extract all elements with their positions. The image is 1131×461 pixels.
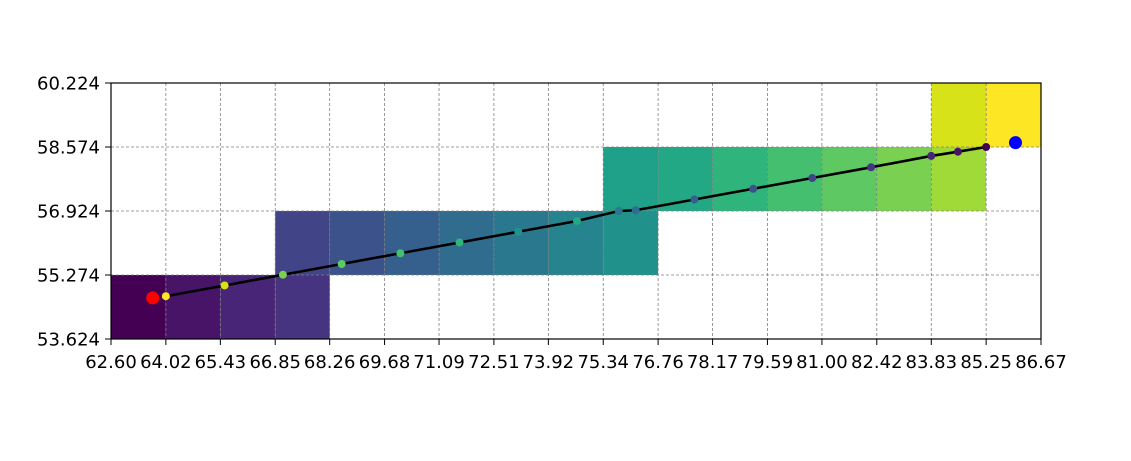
start-point bbox=[146, 291, 160, 305]
series bbox=[146, 136, 1022, 305]
x-tick-label: 69.68 bbox=[359, 352, 411, 373]
x-tick-label: 85.25 bbox=[960, 352, 1012, 373]
series-point bbox=[982, 143, 991, 151]
y-tick-label: 56.924 bbox=[37, 202, 100, 223]
heatmap-cell bbox=[384, 211, 440, 275]
x-tick-label: 66.85 bbox=[249, 352, 301, 373]
heatmap-cell bbox=[821, 147, 877, 211]
x-tick-label: 82.42 bbox=[851, 352, 903, 373]
series-point bbox=[572, 217, 581, 226]
series-point bbox=[953, 147, 962, 156]
series-point bbox=[690, 195, 699, 204]
x-tick-label: 73.92 bbox=[523, 352, 575, 373]
y-tick-label: 58.574 bbox=[37, 138, 100, 159]
heatmap-cell bbox=[986, 83, 1041, 147]
x-tick-label: 68.26 bbox=[304, 352, 356, 373]
heatmap-cell bbox=[712, 147, 768, 211]
x-tick-label: 79.59 bbox=[742, 352, 794, 373]
y-tick-label: 55.274 bbox=[37, 266, 100, 287]
series-point bbox=[337, 259, 346, 268]
series-point bbox=[614, 207, 623, 215]
x-tick-label: 65.43 bbox=[195, 352, 247, 373]
heatmap-cell bbox=[493, 211, 549, 275]
series-point bbox=[749, 184, 758, 193]
series-point bbox=[161, 292, 170, 301]
series-point bbox=[220, 281, 229, 290]
x-tick-label: 72.51 bbox=[468, 352, 520, 373]
heatmap-cell bbox=[931, 83, 987, 147]
series-point bbox=[278, 270, 287, 279]
x-tick-label: 86.67 bbox=[1015, 352, 1067, 373]
series-point bbox=[808, 174, 817, 183]
series-point bbox=[866, 163, 875, 172]
heatmap-cell bbox=[603, 147, 659, 211]
series-point bbox=[514, 227, 523, 236]
heatmap-cell bbox=[275, 275, 330, 339]
x-tick-label: 83.83 bbox=[906, 352, 958, 373]
heatmap-cell bbox=[111, 275, 166, 339]
x-tick-label: 81.00 bbox=[796, 352, 848, 373]
series-point bbox=[927, 151, 936, 160]
x-tick-label: 78.17 bbox=[687, 352, 739, 373]
y-tick-label: 53.624 bbox=[37, 330, 100, 351]
x-axis: 62.60 64.02 65.43 66.85 68.26 69.68 71.09 72.51… bbox=[85, 339, 1067, 373]
series-point bbox=[631, 206, 640, 215]
x-tick-label: 76.76 bbox=[632, 352, 684, 373]
heatmap-cell bbox=[931, 147, 987, 211]
heatmap-cell bbox=[603, 211, 659, 275]
end-point bbox=[1008, 136, 1022, 150]
x-tick-label: 62.60 bbox=[85, 352, 137, 373]
x-tick-label: 71.09 bbox=[413, 352, 465, 373]
series-point bbox=[396, 249, 405, 258]
series-point bbox=[455, 238, 464, 247]
y-tick-label: 60.224 bbox=[37, 74, 100, 95]
heatmap-cell bbox=[165, 275, 221, 339]
y-axis: 53.624 55.274 56.924 58.574 60.224 bbox=[37, 74, 111, 351]
heatmap-cell bbox=[275, 211, 330, 275]
x-tick-label: 64.02 bbox=[140, 352, 192, 373]
heatmap-cell bbox=[439, 211, 494, 275]
x-tick-label: 75.34 bbox=[577, 352, 629, 373]
